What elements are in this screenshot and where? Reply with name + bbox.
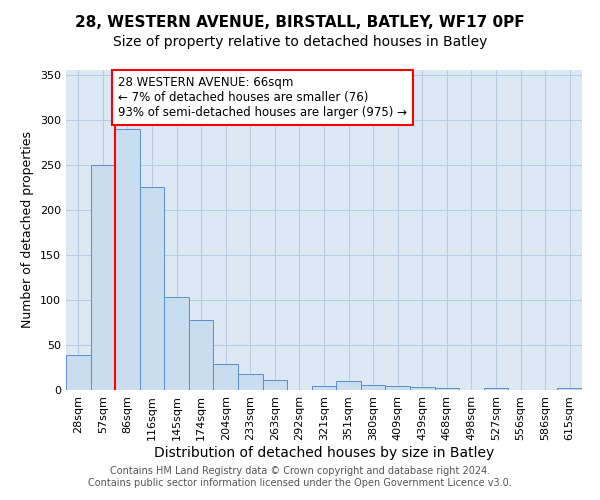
- Bar: [385, 386, 410, 390]
- X-axis label: Distribution of detached houses by size in Batley: Distribution of detached houses by size …: [154, 446, 494, 460]
- Bar: [164, 297, 189, 390]
- Text: Size of property relative to detached houses in Batley: Size of property relative to detached ho…: [113, 35, 487, 49]
- Bar: [484, 388, 508, 390]
- Text: 28, WESTERN AVENUE, BIRSTALL, BATLEY, WF17 0PF: 28, WESTERN AVENUE, BIRSTALL, BATLEY, WF…: [75, 15, 525, 30]
- Bar: [336, 381, 361, 390]
- Bar: [91, 164, 115, 390]
- Bar: [410, 388, 434, 390]
- Bar: [214, 364, 238, 390]
- Bar: [312, 386, 336, 390]
- Y-axis label: Number of detached properties: Number of detached properties: [22, 132, 34, 328]
- Text: 28 WESTERN AVENUE: 66sqm
← 7% of detached houses are smaller (76)
93% of semi-de: 28 WESTERN AVENUE: 66sqm ← 7% of detache…: [118, 76, 407, 120]
- Bar: [189, 320, 214, 390]
- Bar: [263, 380, 287, 390]
- Bar: [115, 128, 140, 390]
- Bar: [238, 374, 263, 390]
- Bar: [557, 388, 582, 390]
- Text: Contains HM Land Registry data © Crown copyright and database right 2024.
Contai: Contains HM Land Registry data © Crown c…: [88, 466, 512, 487]
- Bar: [140, 187, 164, 390]
- Bar: [434, 388, 459, 390]
- Bar: [66, 355, 91, 390]
- Bar: [361, 386, 385, 390]
